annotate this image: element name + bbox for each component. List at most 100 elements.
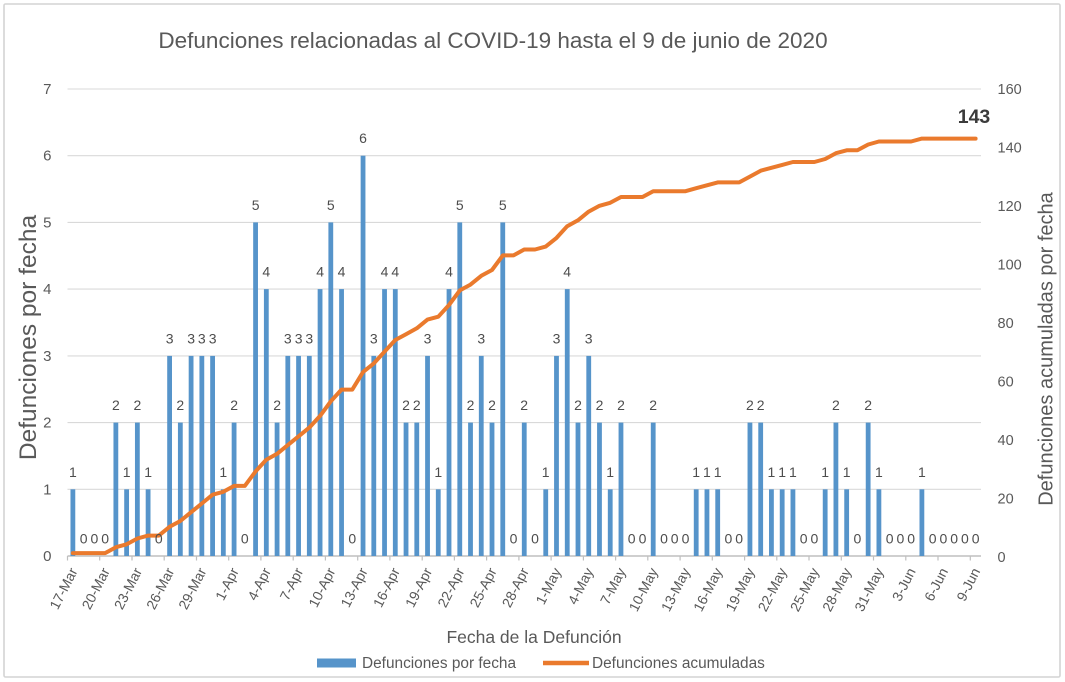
svg-text:2: 2 [649, 397, 657, 413]
svg-text:80: 80 [998, 316, 1014, 332]
svg-text:0: 0 [241, 531, 249, 547]
svg-text:2: 2 [467, 397, 475, 413]
svg-text:1: 1 [843, 464, 851, 480]
svg-text:3: 3 [209, 330, 217, 346]
svg-text:3: 3 [295, 330, 303, 346]
svg-text:2: 2 [488, 397, 496, 413]
svg-text:2: 2 [520, 397, 528, 413]
svg-text:0: 0 [929, 531, 937, 547]
svg-text:0: 0 [348, 531, 356, 547]
svg-text:2: 2 [574, 397, 582, 413]
svg-text:1: 1 [918, 464, 926, 480]
svg-text:2: 2 [134, 397, 142, 413]
svg-text:4: 4 [391, 264, 399, 280]
svg-text:1: 1 [43, 481, 51, 498]
svg-text:0: 0 [735, 531, 743, 547]
svg-text:0: 0 [671, 531, 679, 547]
svg-text:Defunciones por fecha: Defunciones por fecha [15, 215, 42, 461]
svg-text:3: 3 [370, 330, 378, 346]
svg-text:1: 1 [703, 464, 711, 480]
svg-text:0: 0 [725, 531, 733, 547]
svg-text:1: 1 [875, 464, 883, 480]
svg-text:0: 0 [43, 548, 51, 565]
svg-text:0: 0 [660, 531, 668, 547]
svg-text:2: 2 [273, 397, 281, 413]
svg-text:1: 1 [219, 464, 227, 480]
svg-text:2: 2 [413, 397, 421, 413]
svg-text:3: 3 [198, 330, 206, 346]
svg-text:0: 0 [811, 531, 819, 547]
svg-text:4: 4 [338, 264, 346, 280]
svg-text:1: 1 [821, 464, 829, 480]
svg-text:3: 3 [553, 330, 561, 346]
svg-text:0: 0 [961, 531, 969, 547]
svg-text:Defunciones acumuladas por fec: Defunciones acumuladas por fecha [1035, 191, 1057, 505]
svg-text:3: 3 [43, 348, 51, 365]
svg-text:6: 6 [43, 148, 51, 165]
svg-text:Defunciones por fecha: Defunciones por fecha [362, 655, 516, 672]
svg-text:0: 0 [940, 531, 948, 547]
svg-text:0: 0 [950, 531, 958, 547]
svg-text:0: 0 [531, 531, 539, 547]
svg-text:0: 0 [101, 531, 109, 547]
svg-text:2: 2 [112, 397, 120, 413]
svg-text:Defunciones relacionadas al CO: Defunciones relacionadas al COVID-19 has… [158, 28, 827, 53]
svg-text:4: 4 [445, 264, 453, 280]
svg-text:Fecha de la Defunción: Fecha de la Defunción [446, 627, 621, 647]
svg-text:1: 1 [714, 464, 722, 480]
svg-text:0: 0 [998, 550, 1006, 566]
svg-text:1: 1 [144, 464, 152, 480]
svg-text:1: 1 [778, 464, 786, 480]
svg-text:60: 60 [998, 374, 1014, 390]
svg-text:Defunciones acumuladas: Defunciones acumuladas [592, 655, 765, 672]
svg-text:4: 4 [316, 264, 324, 280]
svg-text:1: 1 [692, 464, 700, 480]
svg-text:2: 2 [176, 397, 184, 413]
svg-text:0: 0 [91, 531, 99, 547]
svg-text:4: 4 [262, 264, 270, 280]
svg-text:160: 160 [998, 82, 1022, 98]
svg-text:1: 1 [69, 464, 77, 480]
svg-text:5: 5 [252, 197, 260, 213]
svg-text:2: 2 [596, 397, 604, 413]
svg-text:2: 2 [402, 397, 410, 413]
svg-text:5: 5 [327, 197, 335, 213]
svg-text:3: 3 [477, 330, 485, 346]
svg-text:4: 4 [563, 264, 571, 280]
svg-text:0: 0 [639, 531, 647, 547]
svg-text:0: 0 [80, 531, 88, 547]
svg-text:1: 1 [789, 464, 797, 480]
svg-text:40: 40 [998, 433, 1014, 449]
svg-text:0: 0 [628, 531, 636, 547]
svg-text:100: 100 [998, 258, 1022, 274]
svg-text:3: 3 [305, 330, 313, 346]
svg-text:0: 0 [510, 531, 518, 547]
svg-text:3: 3 [187, 330, 195, 346]
svg-text:5: 5 [456, 197, 464, 213]
svg-text:0: 0 [897, 531, 905, 547]
svg-text:0: 0 [682, 531, 690, 547]
svg-text:2: 2 [746, 397, 754, 413]
svg-text:4: 4 [381, 264, 389, 280]
svg-text:0: 0 [886, 531, 894, 547]
svg-text:1: 1 [123, 464, 131, 480]
svg-text:3: 3 [424, 330, 432, 346]
svg-text:0: 0 [800, 531, 808, 547]
svg-text:1: 1 [542, 464, 550, 480]
svg-text:3: 3 [166, 330, 174, 346]
svg-text:7: 7 [43, 81, 51, 98]
svg-text:1: 1 [606, 464, 614, 480]
svg-text:3: 3 [284, 330, 292, 346]
svg-text:2: 2 [832, 397, 840, 413]
svg-text:1: 1 [434, 464, 442, 480]
svg-text:2: 2 [864, 397, 872, 413]
svg-text:5: 5 [43, 214, 51, 231]
svg-text:6: 6 [359, 130, 367, 146]
svg-text:140: 140 [998, 141, 1022, 157]
svg-text:4: 4 [43, 281, 51, 298]
svg-text:0: 0 [972, 531, 980, 547]
svg-text:2: 2 [757, 397, 765, 413]
svg-text:2: 2 [43, 415, 51, 432]
svg-text:0: 0 [907, 531, 915, 547]
svg-text:2: 2 [617, 397, 625, 413]
